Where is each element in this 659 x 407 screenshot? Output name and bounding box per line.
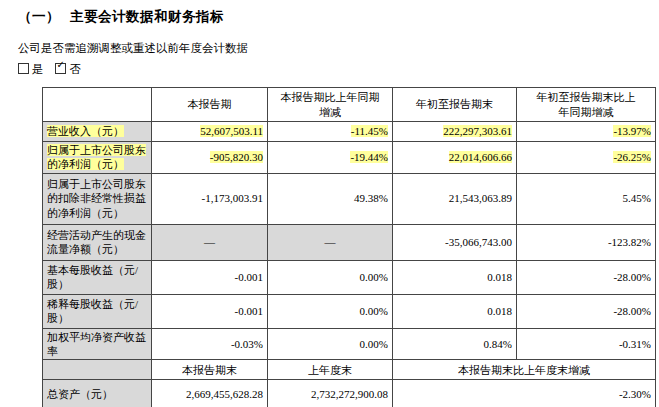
cell-current: -0.03% bbox=[152, 328, 268, 360]
cell-current: — bbox=[152, 224, 268, 260]
col-header-period-change: 本报告期末比上年度末增减 bbox=[393, 360, 656, 380]
table-row-total-assets: 总资产（元） 2,669,455,628.28 2,732,272,900.08… bbox=[43, 380, 656, 407]
financial-indicators-table: 本报告期 本报告期比上年同期增减 年初至报告期末 年初至报告期末比上年同期增减 … bbox=[42, 87, 656, 407]
table-row-revenue: 营业收入（元） 52,607,503.11 -11.45% 222,297,30… bbox=[43, 122, 656, 142]
cell-ytd: 0.018 bbox=[393, 260, 517, 294]
cell-change: -2.30% bbox=[393, 380, 656, 407]
cell-ytd-yoy: 5.45% bbox=[517, 173, 656, 224]
row-label: 基本每股收益（元/股） bbox=[43, 260, 152, 294]
cell-current: -0.001 bbox=[152, 294, 268, 328]
section-title: （一） 主要会计数据和财务指标 bbox=[18, 8, 224, 26]
row-label: 总资产（元） bbox=[43, 380, 152, 407]
section2-header-row: 本报告期末 上年度末 本报告期末比上年度末增减 bbox=[43, 360, 656, 380]
checkbox-unchecked-icon bbox=[18, 63, 29, 74]
option-yes: 是 bbox=[18, 63, 44, 75]
cell-yoy: 0.00% bbox=[268, 260, 393, 294]
col-header-current-yoy: 本报告期比上年同期增减 bbox=[268, 88, 393, 122]
cell-current: 52,607,503.11 bbox=[152, 122, 268, 142]
corner-cell bbox=[43, 88, 152, 122]
section-number: （一） bbox=[18, 9, 60, 24]
header-row: 本报告期 本报告期比上年同期增减 年初至报告期末 年初至报告期末比上年同期增减 bbox=[43, 88, 656, 122]
table-row-net-profit: 归属于上市公司股东的净利润（元） -905,820.30 -19.44% 22,… bbox=[43, 142, 656, 174]
restatement-question: 公司是否需追溯调整或重述以前年度会计数据 bbox=[18, 41, 248, 56]
cell-yoy: -19.44% bbox=[268, 142, 393, 174]
row-label: 经营活动产生的现金流量净额（元） bbox=[43, 224, 152, 260]
col-header-prior-year-end: 上年度末 bbox=[268, 360, 393, 380]
cell-prior-year-end: 2,732,272,900.08 bbox=[268, 380, 393, 407]
corner-cell bbox=[43, 360, 152, 380]
table-row-net-profit-excl-nonrecurring: 归属于上市公司股东的扣除非经常性损益的净利润（元） -1,173,003.91 … bbox=[43, 173, 656, 224]
row-label: 加权平均净资产收益率 bbox=[43, 328, 152, 360]
cell-ytd-yoy: -26.25% bbox=[517, 142, 656, 174]
option-no-label: 否 bbox=[69, 63, 81, 75]
table-row-basic-eps: 基本每股收益（元/股） -0.001 0.00% 0.018 -28.00% bbox=[43, 260, 656, 294]
col-header-ytd: 年初至报告期末 bbox=[393, 88, 517, 122]
row-label: 归属于上市公司股东的净利润（元） bbox=[43, 142, 152, 174]
cell-yoy: 0.00% bbox=[268, 294, 393, 328]
row-label: 稀释每股收益（元/股） bbox=[43, 294, 152, 328]
cell-current: -905,820.30 bbox=[152, 142, 268, 174]
cell-ytd-yoy: -28.00% bbox=[517, 294, 656, 328]
cell-yoy: 49.38% bbox=[268, 173, 393, 224]
cell-ytd-yoy: -28.00% bbox=[517, 260, 656, 294]
cell-ytd: 22,014,606.66 bbox=[393, 142, 517, 174]
col-header-ytd-yoy: 年初至报告期末比上年同期增减 bbox=[517, 88, 656, 122]
cell-current: -1,173,003.91 bbox=[152, 173, 268, 224]
cell-yoy: — bbox=[268, 224, 393, 260]
restatement-options: 是 ✓否 bbox=[18, 62, 90, 77]
table-row-weighted-avg-roe: 加权平均净资产收益率 -0.03% 0.00% 0.84% -0.31% bbox=[43, 328, 656, 360]
cell-ytd: 0.018 bbox=[393, 294, 517, 328]
table-row-diluted-eps: 稀释每股收益（元/股） -0.001 0.00% 0.018 -28.00% bbox=[43, 294, 656, 328]
section-title-text: 主要会计数据和财务指标 bbox=[70, 9, 224, 24]
cell-yoy: 0.00% bbox=[268, 328, 393, 360]
table-row-operating-cash-flow: 经营活动产生的现金流量净额（元） — — -35,066,743.00 -123… bbox=[43, 224, 656, 260]
cell-ytd-yoy: -13.97% bbox=[517, 122, 656, 142]
row-label: 归属于上市公司股东的扣除非经常性损益的净利润（元） bbox=[43, 173, 152, 224]
cell-ytd-yoy: -0.31% bbox=[517, 328, 656, 360]
cell-ytd: 222,297,303.61 bbox=[393, 122, 517, 142]
cell-current: -0.001 bbox=[152, 260, 268, 294]
cell-yoy: -11.45% bbox=[268, 122, 393, 142]
col-header-current-period: 本报告期 bbox=[152, 88, 268, 122]
cell-ytd: 21,543,063.89 bbox=[393, 173, 517, 224]
option-no: ✓否 bbox=[55, 63, 81, 75]
check-mark-icon: ✓ bbox=[56, 60, 64, 70]
cell-ytd: 0.84% bbox=[393, 328, 517, 360]
cell-period-end: 2,669,455,628.28 bbox=[152, 380, 268, 407]
option-yes-label: 是 bbox=[32, 63, 44, 75]
col-header-period-end: 本报告期末 bbox=[152, 360, 268, 380]
row-label: 营业收入（元） bbox=[43, 122, 152, 142]
cell-ytd-yoy: -123.82% bbox=[517, 224, 656, 260]
checkbox-checked-icon: ✓ bbox=[55, 63, 66, 74]
cell-ytd: -35,066,743.00 bbox=[393, 224, 517, 260]
